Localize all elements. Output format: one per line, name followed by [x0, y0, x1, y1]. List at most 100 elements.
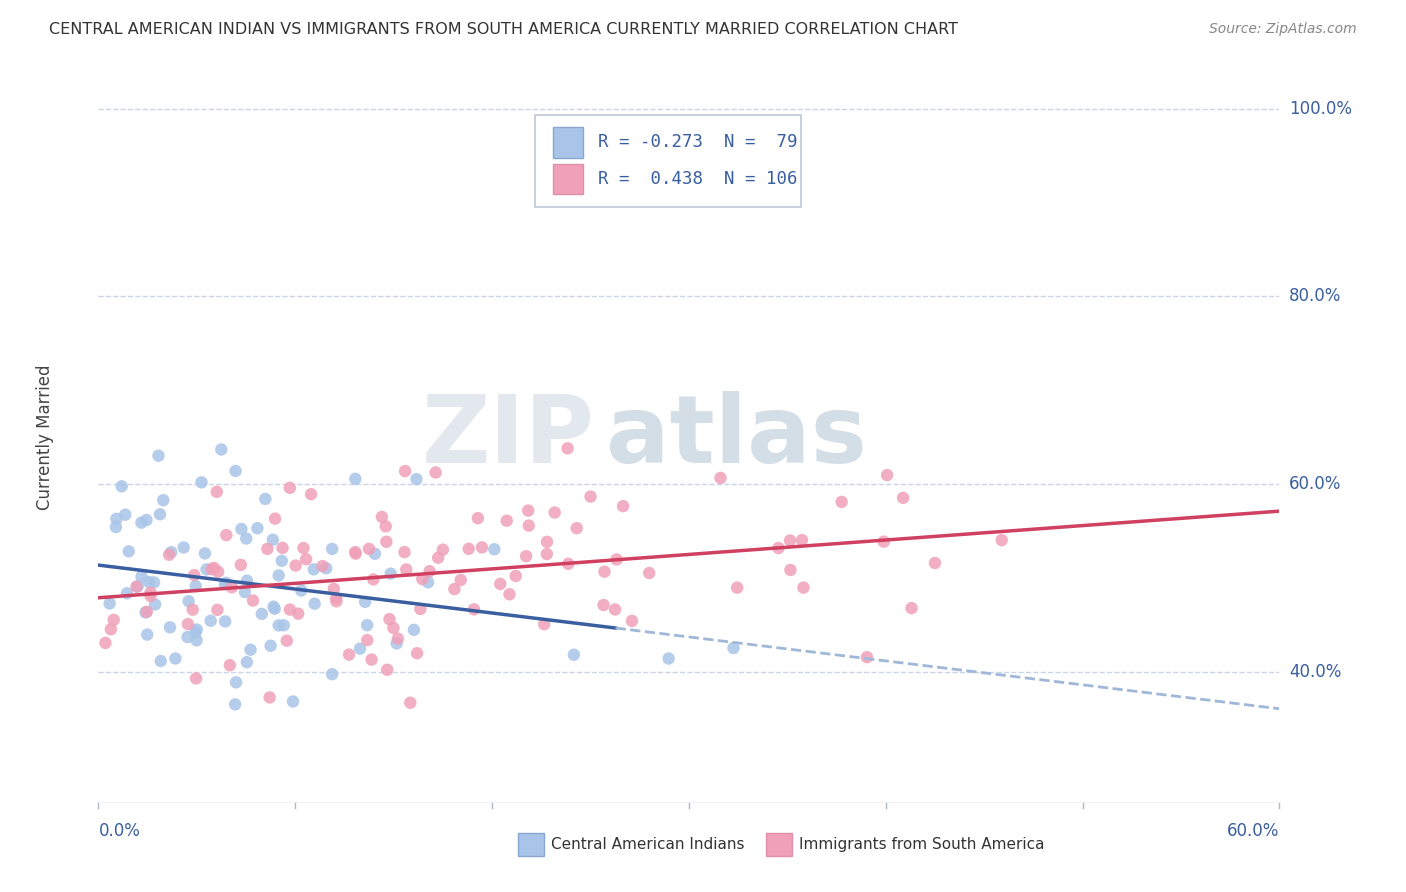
- Text: 80.0%: 80.0%: [1289, 287, 1341, 305]
- Point: [235, 532, 257, 546]
- Point: [131, 516, 153, 530]
- Point: [194, 546, 217, 560]
- Point: [224, 698, 246, 712]
- Point: [214, 577, 236, 591]
- Point: [356, 633, 378, 648]
- Point: [385, 636, 408, 650]
- FancyBboxPatch shape: [536, 115, 801, 207]
- Text: atlas: atlas: [606, 391, 868, 483]
- Point: [143, 598, 166, 612]
- Point: [471, 541, 494, 555]
- Point: [505, 569, 527, 583]
- Point: [364, 547, 387, 561]
- Point: [149, 654, 172, 668]
- Point: [98, 596, 121, 610]
- Point: [295, 552, 318, 566]
- Point: [425, 466, 447, 480]
- Point: [592, 598, 614, 612]
- Point: [371, 509, 394, 524]
- Point: [873, 534, 896, 549]
- Point: [375, 663, 398, 677]
- Point: [416, 575, 439, 590]
- Point: [157, 548, 180, 562]
- Point: [354, 595, 377, 609]
- Point: [579, 490, 602, 504]
- Point: [125, 580, 148, 594]
- Point: [344, 547, 367, 561]
- Point: [246, 521, 269, 535]
- Point: [135, 605, 157, 619]
- Point: [200, 614, 222, 628]
- Point: [990, 533, 1012, 548]
- Point: [709, 471, 731, 485]
- Point: [176, 630, 198, 644]
- Point: [201, 562, 224, 576]
- Point: [214, 615, 236, 629]
- Point: [900, 601, 922, 615]
- Point: [181, 602, 204, 616]
- Point: [325, 594, 347, 608]
- Point: [138, 574, 160, 589]
- Point: [135, 606, 157, 620]
- Point: [278, 481, 301, 495]
- Point: [658, 651, 681, 665]
- Point: [148, 449, 170, 463]
- Point: [363, 573, 385, 587]
- Point: [284, 558, 307, 573]
- Point: [173, 541, 195, 555]
- Point: [457, 541, 479, 556]
- Point: [292, 541, 315, 555]
- Point: [278, 602, 301, 616]
- Point: [263, 601, 285, 615]
- Point: [467, 511, 489, 525]
- Point: [139, 589, 162, 603]
- Point: [402, 623, 425, 637]
- Point: [427, 550, 450, 565]
- Point: [621, 614, 644, 628]
- Point: [233, 585, 256, 599]
- Point: [259, 639, 281, 653]
- Point: [378, 612, 401, 626]
- Text: R =  0.438  N = 106: R = 0.438 N = 106: [598, 169, 797, 188]
- Point: [299, 487, 322, 501]
- Point: [321, 667, 343, 681]
- Point: [463, 602, 485, 616]
- Point: [287, 607, 309, 621]
- Point: [876, 468, 898, 483]
- Text: Currently Married: Currently Married: [37, 364, 55, 510]
- Text: Source: ZipAtlas.com: Source: ZipAtlas.com: [1209, 22, 1357, 37]
- Point: [239, 642, 262, 657]
- Point: [270, 554, 292, 568]
- Point: [267, 618, 290, 632]
- Point: [207, 565, 229, 579]
- Point: [100, 622, 122, 636]
- Point: [856, 650, 879, 665]
- Point: [242, 593, 264, 607]
- FancyBboxPatch shape: [553, 127, 582, 158]
- Point: [207, 603, 229, 617]
- Point: [565, 521, 588, 535]
- Point: [202, 561, 225, 575]
- Point: [557, 557, 579, 571]
- Point: [325, 591, 347, 606]
- Point: [405, 472, 427, 486]
- Point: [395, 562, 418, 576]
- Point: [409, 602, 432, 616]
- Point: [394, 464, 416, 478]
- Point: [160, 545, 183, 559]
- Point: [218, 658, 240, 673]
- Point: [254, 491, 277, 506]
- Point: [290, 583, 312, 598]
- Point: [517, 518, 540, 533]
- Point: [380, 566, 402, 581]
- Point: [399, 696, 422, 710]
- Point: [186, 633, 208, 648]
- Point: [256, 541, 278, 556]
- Point: [184, 672, 207, 686]
- Point: [215, 575, 238, 590]
- Point: [152, 493, 174, 508]
- Point: [143, 575, 166, 590]
- Point: [349, 641, 371, 656]
- Point: [891, 491, 914, 505]
- Point: [231, 522, 253, 536]
